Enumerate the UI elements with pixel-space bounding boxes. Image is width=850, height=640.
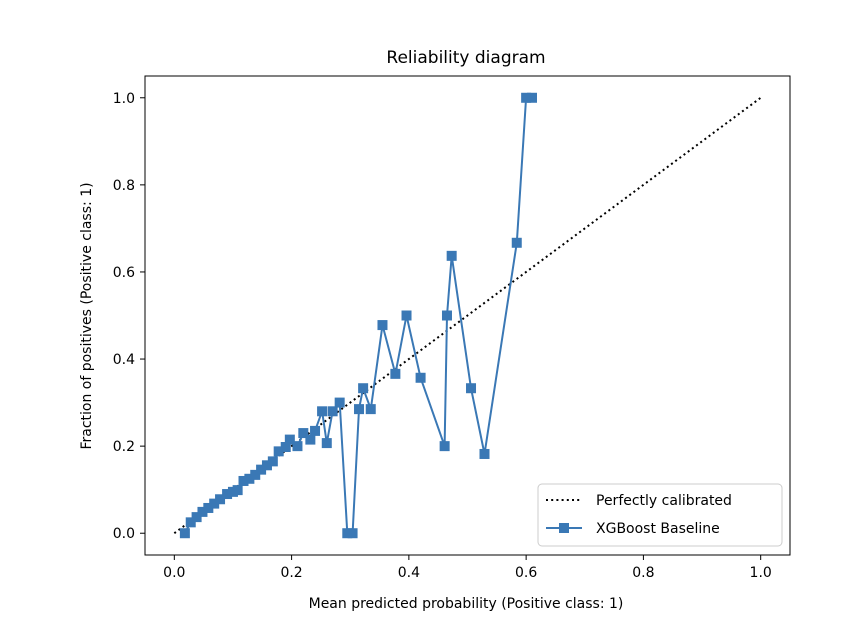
xgboost-baseline-point: [197, 506, 208, 517]
xgboost-baseline-point: [215, 494, 226, 505]
legend-xgboost-baseline-marker: [559, 523, 569, 533]
y-tick-label: 0.8: [113, 178, 135, 194]
xgboost-baseline-point: [415, 372, 426, 383]
xgboost-baseline-point: [521, 92, 532, 103]
xgboost-baseline-point: [441, 310, 452, 321]
xgboost-baseline-point: [347, 528, 358, 539]
legend: Perfectly calibrated XGBoost Baseline: [537, 483, 783, 547]
x-tick-label: 0.0: [163, 565, 185, 581]
xgboost-baseline-point: [321, 438, 332, 449]
plot-series: [173, 92, 762, 539]
xgboost-baseline-point: [334, 397, 345, 408]
xgboost-baseline-point: [354, 404, 365, 415]
y-axis-ticks: 0.0 0.2 0.4 0.6 0.8 1.0: [113, 91, 145, 542]
xgboost-baseline-point: [284, 434, 295, 445]
xgboost-baseline-point: [280, 442, 291, 453]
xgboost-baseline-point: [390, 368, 401, 379]
y-tick-label: 1.0: [113, 91, 135, 107]
xgboost-baseline-point: [238, 475, 249, 486]
xgboost-baseline-point: [267, 456, 278, 467]
xgboost-baseline-point: [511, 237, 522, 248]
xgboost-baseline-point: [358, 383, 369, 394]
plot-frame: [144, 75, 791, 556]
legend-perfectly-calibrated-label: Perfectly calibrated: [596, 493, 732, 509]
xgboost-baseline-point: [310, 425, 321, 436]
y-tick-label: 0.4: [113, 352, 135, 368]
xgboost-baseline-line: [184, 96, 532, 535]
xgboost-baseline-point: [256, 464, 267, 475]
xgboost-baseline-point: [244, 473, 255, 484]
xgboost-baseline-point: [305, 434, 316, 445]
xgboost-baseline-point: [292, 441, 303, 452]
y-tick-label: 0.0: [113, 526, 135, 542]
y-tick-label: 0.2: [113, 439, 135, 455]
xgboost-baseline-point: [222, 489, 233, 500]
xgboost-baseline-point: [377, 320, 388, 331]
y-axis-label: Fraction of positives (Positive class: 1…: [79, 182, 95, 449]
xgboost-baseline-point: [232, 485, 243, 496]
xgboost-baseline-point: [179, 528, 190, 539]
xgboost-baseline-point: [401, 310, 412, 321]
x-tick-label: 0.6: [515, 565, 537, 581]
chart-title: Reliability diagram: [386, 48, 545, 68]
xgboost-baseline-point: [203, 502, 214, 513]
xgboost-baseline-point: [209, 498, 220, 509]
xgboost-baseline-point: [317, 406, 328, 417]
x-tick-label: 1.0: [750, 565, 772, 581]
xgboost-baseline-point: [261, 460, 272, 471]
x-axis-ticks: 0.0 0.2 0.4 0.6 0.8 1.0: [163, 555, 772, 581]
x-tick-label: 0.2: [280, 565, 302, 581]
x-axis-label: Mean predicted probability (Positive cla…: [309, 596, 624, 612]
legend-xgboost-baseline-label: XGBoost Baseline: [596, 521, 720, 537]
xgboost-baseline-point: [191, 512, 202, 523]
legend-box: [537, 483, 783, 547]
xgboost-baseline-point: [365, 404, 376, 415]
perfectly-calibrated-line: [173, 96, 762, 535]
xgboost-baseline-point: [527, 92, 537, 103]
xgboost-baseline-point: [250, 469, 261, 480]
xgboost-baseline-point: [466, 383, 477, 394]
xgboost-baseline-point: [342, 528, 353, 539]
xgboost-baseline-point: [446, 250, 457, 261]
xgboost-baseline-point: [298, 428, 309, 439]
y-tick-label: 0.6: [113, 265, 135, 281]
xgboost-baseline-point: [185, 517, 196, 528]
xgboost-baseline-point: [327, 406, 338, 417]
x-tick-label: 0.8: [632, 565, 654, 581]
xgboost-baseline-point: [273, 446, 284, 457]
xgboost-baseline-point: [439, 441, 450, 452]
xgboost-baseline-point: [479, 448, 490, 459]
x-tick-label: 0.4: [398, 565, 420, 581]
